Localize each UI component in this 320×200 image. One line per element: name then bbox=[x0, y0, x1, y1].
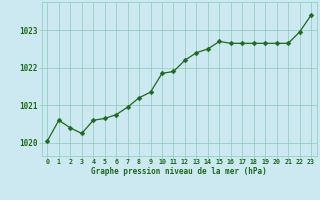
X-axis label: Graphe pression niveau de la mer (hPa): Graphe pression niveau de la mer (hPa) bbox=[91, 167, 267, 176]
